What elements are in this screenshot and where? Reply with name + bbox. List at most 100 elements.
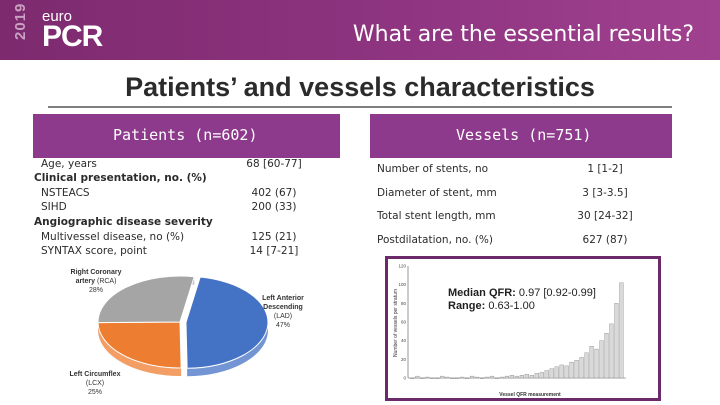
histogram-bar [479,377,485,380]
row-value: 68 [60-77] [246,158,302,170]
histogram-bar [614,303,619,379]
row-label: Total stent length, mm [377,210,496,222]
row-label: NSTEACS [41,187,90,199]
logo-pcr: PCR [42,20,103,53]
logo-euro: euro [42,8,73,25]
y-tick-label: 120 [398,264,406,269]
row-label: Age, years [41,158,97,170]
histogram-bar [420,377,425,380]
y-tick-label: 80 [401,301,407,306]
row-label: SIHD [41,201,67,213]
histogram-bar [564,365,569,379]
histogram-bar [524,374,529,379]
vessels-row-postdilatation: Postdilatation, no. (%) 627 (87) [377,234,672,249]
y-tick-label: 40 [401,338,407,343]
patients-row-clinical: Clinical presentation, no. (%) [34,172,344,187]
histogram-bar [450,377,455,380]
pie-slice [97,321,182,369]
histogram-bar [465,377,470,380]
patients-row-severity: Angiographic disease severity [34,216,344,231]
histogram-bar [445,376,450,379]
y-tick-label: 100 [398,282,406,287]
row-value: 1 [1-2] [587,163,623,175]
histogram-bar [410,377,415,380]
median-value: 0.97 [0.92-0.99] [518,287,596,299]
histogram-bar [519,374,524,379]
pie-slice [97,275,195,324]
median-label: Median QFR: [448,287,516,299]
pie-label-lcx: Left Circumflex (LCX) 25% [69,371,121,396]
range-value: 0.63-1.00 [488,300,535,312]
histogram-bar [589,346,594,379]
header-bar: 2019 euro PCR What are the essential res… [0,0,720,60]
histogram-bar [544,370,549,379]
y-tick-label: 0 [403,376,406,381]
histogram-bar [435,377,440,380]
patients-heading-text: Patients (n=602) [113,126,258,144]
histogram-bar [554,366,559,379]
histogram-bar [499,376,505,379]
histogram-bar [504,375,510,379]
vessels-row-stents: Number of stents, no 1 [1-2] [377,163,672,178]
patients-row-sihd: SIHD 200 (33) [34,201,344,216]
qfr-summary: Median QFR: 0.97 [0.92-0.99] Range: 0.63… [448,287,596,313]
histogram-bar [534,373,539,379]
header-title: What are the essential results? [352,22,694,47]
patients-row-age: Age, years 68 [60-77] [34,158,344,173]
histogram-bar [470,375,475,379]
histogram-bar [494,377,500,380]
histogram-bar [425,376,430,379]
histogram-bar [574,360,579,379]
row-value: 125 (21) [251,231,297,243]
histogram-bar [609,323,614,379]
histogram-bar [460,376,465,379]
pie-slice-side [98,322,182,376]
vessels-row-length: Total stent length, mm 30 [24-32] [377,210,672,225]
histogram-bar [569,361,574,379]
histogram-bar [539,372,544,379]
qfr-ylabel: Number of vessels per stratum [393,288,399,358]
row-value: 627 (87) [582,234,628,246]
histogram-bar [514,375,519,379]
row-value: 30 [24-32] [577,210,633,222]
vessels-heading-text: Vessels (n=751) [456,126,592,144]
histogram-bar [559,364,564,379]
histogram-bar [509,374,515,379]
histogram-bar [584,352,589,379]
pie-label-rca: Right Coronary artery (RCA) 28% [70,269,122,294]
histogram-bar [599,340,604,379]
row-value: 3 [3-3.5] [582,187,628,199]
histogram-bar [604,332,609,379]
row-value: 200 (33) [251,201,297,213]
histogram-bar [619,282,624,379]
logo-year: 2019 [12,2,29,40]
patients-row-nsteacs: NSTEACS 402 (67) [34,187,344,202]
histogram-bar [440,375,445,379]
vessel-distribution-pie [97,275,269,377]
patients-heading: Patients (n=602) [33,114,340,158]
vessels-heading: Vessels (n=751) [370,114,672,158]
histogram-bar [489,375,495,379]
row-label: Postdilatation, no. (%) [377,234,493,246]
histogram-bar [594,348,599,379]
row-value: 402 (67) [251,187,297,199]
histogram-bar [415,375,420,379]
histogram-bar [579,357,584,379]
y-tick-label: 60 [401,320,407,325]
histogram-bar [529,374,534,379]
range-label: Range: [448,300,486,312]
pie-slice [185,276,269,369]
pie-label-lad: Left Anterior Descending (LAD) 47% [262,295,304,329]
row-label: Number of stents, no [377,163,489,175]
histogram-bar [484,376,490,379]
patients-row-syntax: SYNTAX score, point 14 [7-21] [34,245,344,260]
row-label: Clinical presentation, no. (%) [34,172,207,184]
histogram-bar [455,377,460,380]
histogram-bar [549,368,554,379]
qfr-histogram: 0 20 40 60 80 100 120 [398,264,626,381]
qfr-xlabel: Vessel QFR measurement [499,392,561,398]
row-value: 14 [7-21] [249,245,299,257]
patients-row-multivessel: Multivessel disease, no (%) 125 (21) [34,231,344,246]
vessels-row-diameter: Diameter of stent, mm 3 [3-3.5] [377,187,672,202]
row-label: Angiographic disease severity [34,216,213,228]
